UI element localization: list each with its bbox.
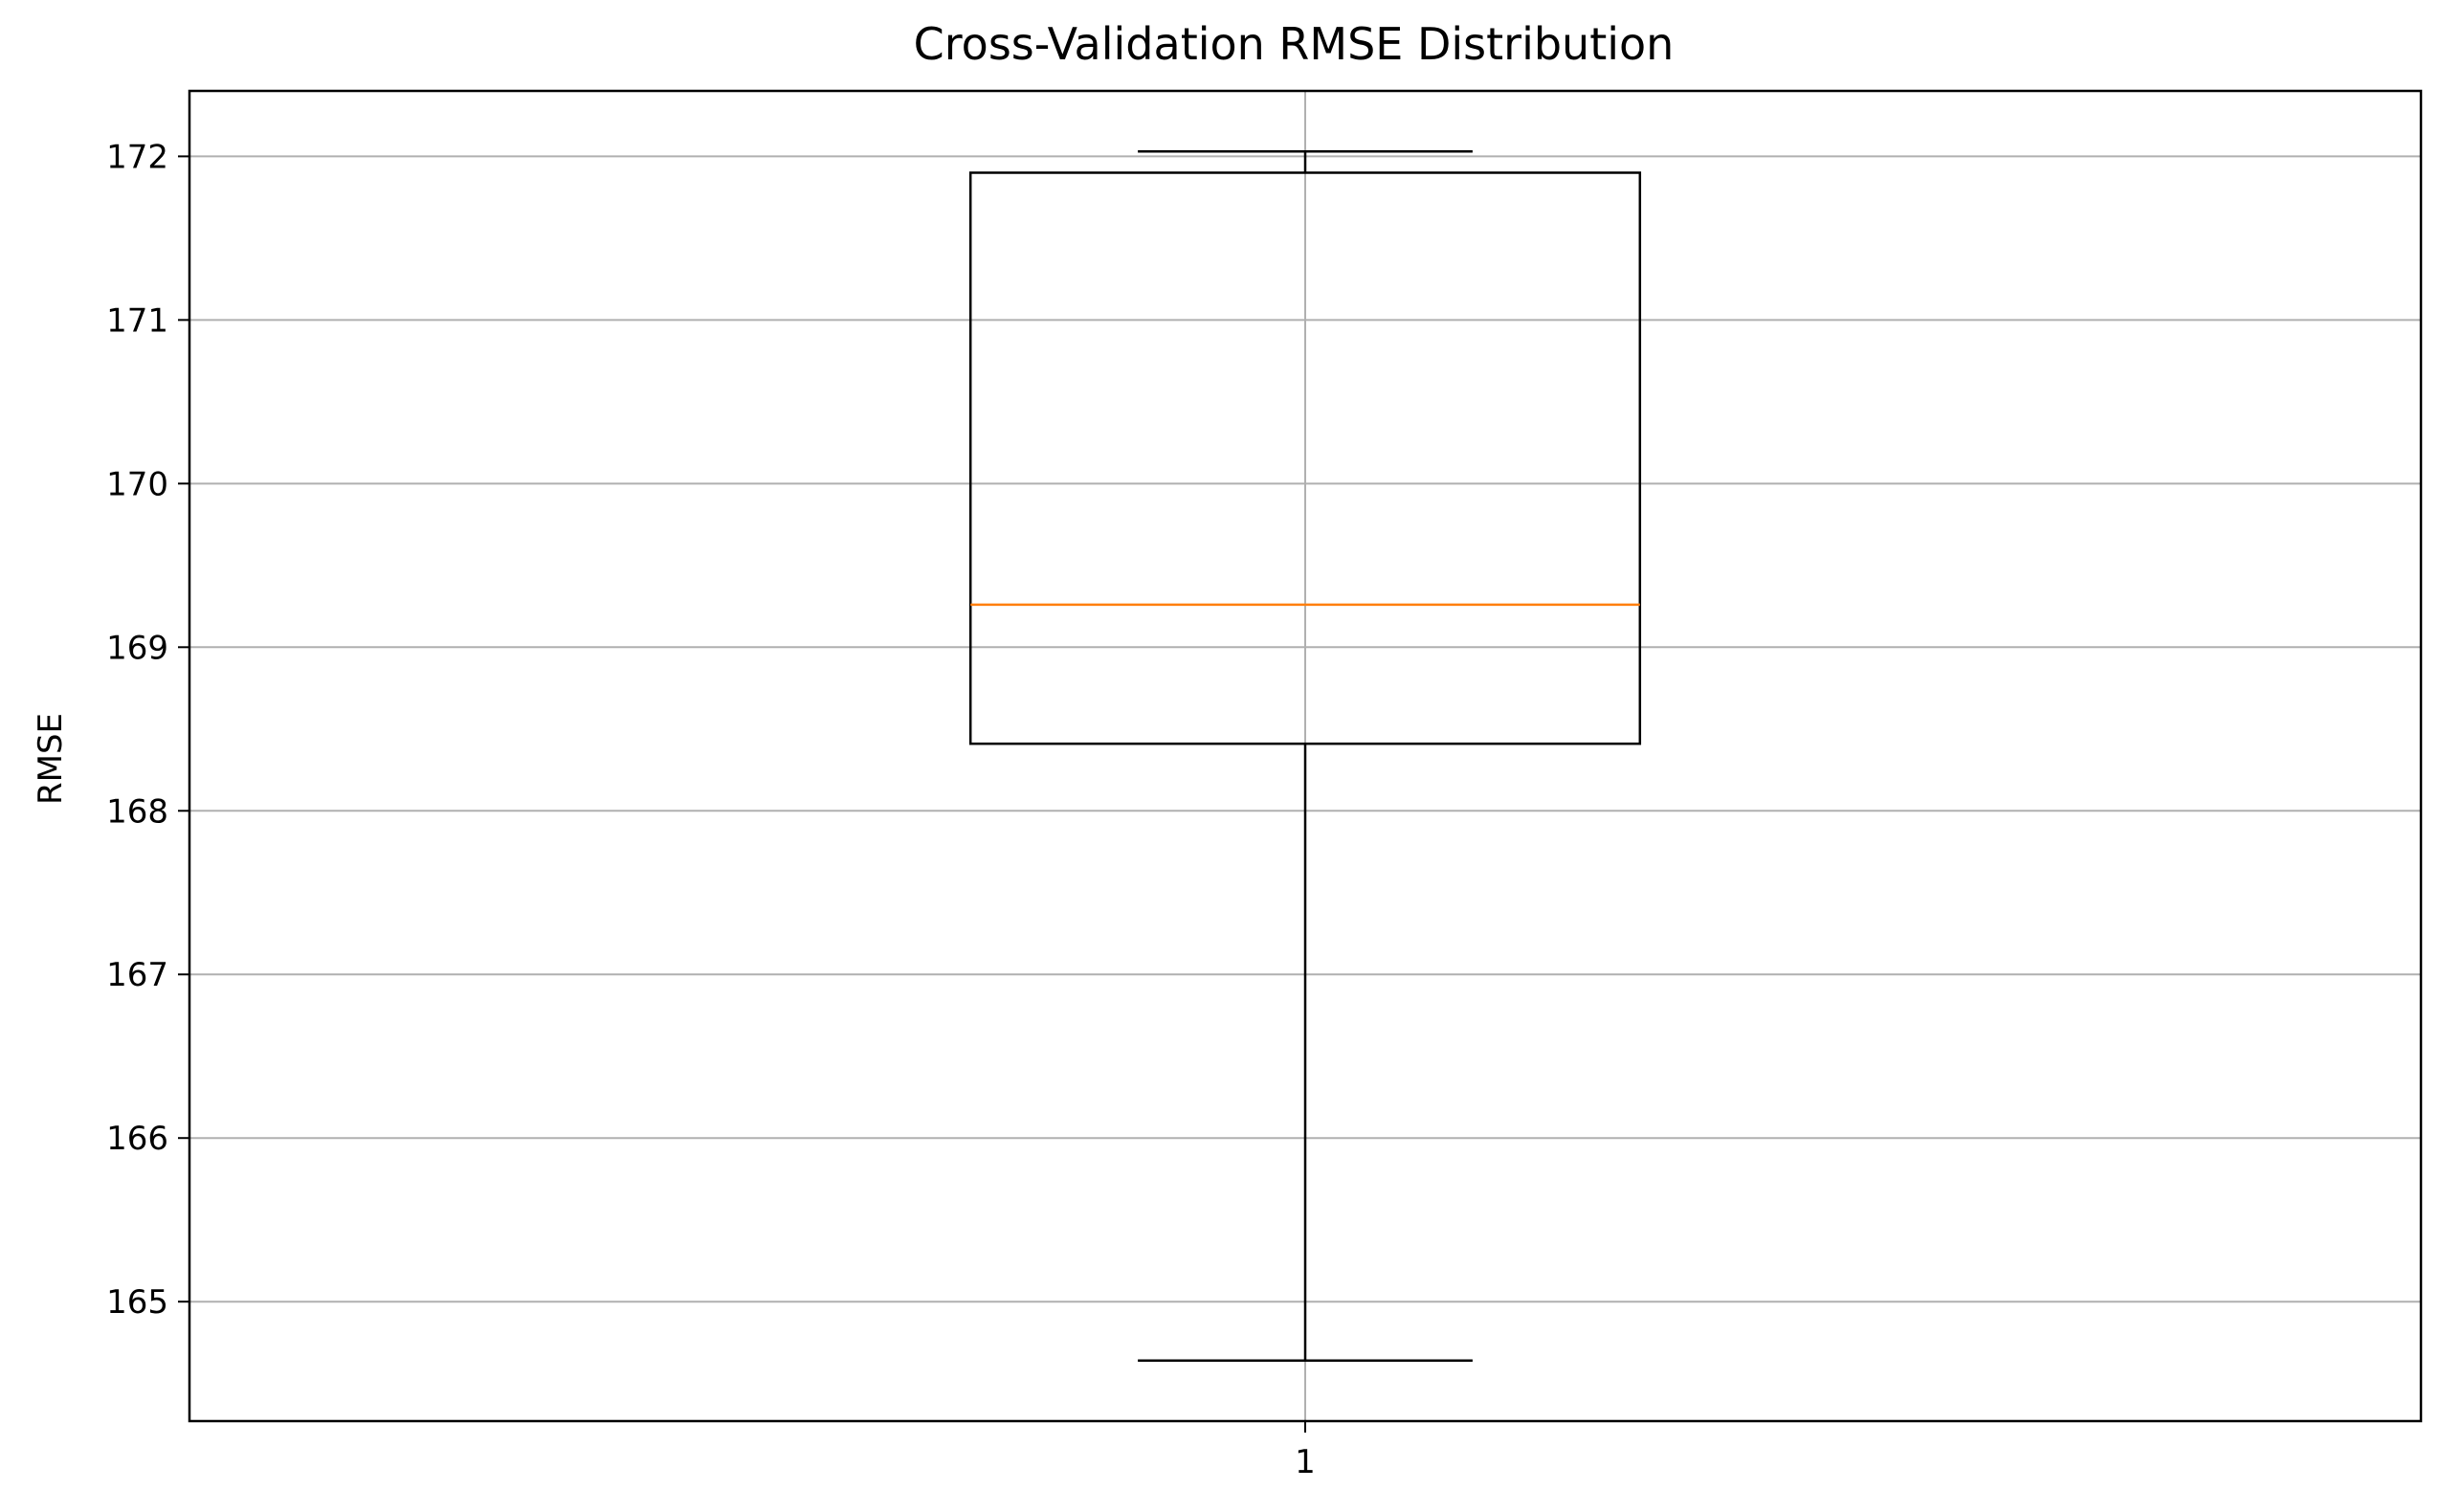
y-tick-label: 166 bbox=[106, 1120, 168, 1158]
y-tick-label: 169 bbox=[106, 629, 168, 667]
y-tick-label: 167 bbox=[106, 956, 168, 994]
y-tick-label: 171 bbox=[106, 301, 168, 340]
y-tick-label: 165 bbox=[106, 1283, 168, 1322]
boxplot bbox=[968, 150, 1642, 1362]
y-tick-label: 168 bbox=[106, 792, 168, 831]
iqr-box bbox=[968, 171, 1642, 745]
y-tick-label: 172 bbox=[106, 138, 168, 176]
chart-title: Cross-Validation RMSE Distribution bbox=[914, 18, 1675, 70]
x-tick-label: 1 bbox=[1295, 1443, 1316, 1481]
y-tick-label: 170 bbox=[106, 465, 168, 503]
y-axis-label: RMSE bbox=[32, 713, 70, 805]
ticks: 165 166 167 168 169 170 171 172 1 bbox=[106, 138, 1316, 1481]
